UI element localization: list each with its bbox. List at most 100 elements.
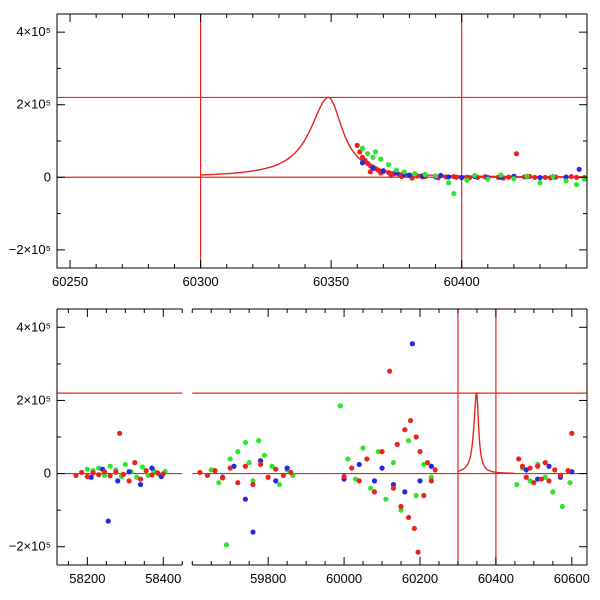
- data-point: [284, 465, 290, 471]
- data-point: [107, 473, 113, 479]
- data-point: [379, 449, 385, 455]
- data-point: [204, 472, 211, 478]
- data-point: [513, 151, 520, 157]
- x-tick-label: 58400: [145, 571, 181, 586]
- data-point: [379, 465, 385, 471]
- data-point: [143, 468, 149, 474]
- data-point: [535, 476, 541, 482]
- data-point: [394, 441, 400, 447]
- y-tick-label: −2×10⁵: [9, 242, 51, 257]
- data-point: [365, 151, 371, 157]
- data-point: [527, 465, 533, 471]
- data-point: [550, 489, 556, 495]
- data-point: [73, 472, 79, 478]
- data-point: [407, 417, 414, 424]
- data-point: [538, 476, 545, 482]
- data-point: [559, 503, 565, 510]
- data-point: [557, 472, 564, 478]
- data-point: [364, 456, 370, 462]
- data-point: [370, 154, 376, 160]
- data-point: [581, 176, 587, 182]
- data-point: [552, 467, 558, 473]
- data-point: [337, 403, 343, 409]
- data-point: [257, 458, 264, 464]
- data-point: [149, 472, 155, 478]
- data-point: [535, 463, 541, 469]
- data-point: [235, 449, 241, 455]
- data-point: [569, 430, 575, 436]
- y-tick-label: 2×10⁵: [16, 392, 51, 407]
- x-tick-label: 60400: [444, 274, 480, 289]
- data-point: [398, 503, 404, 510]
- data-point: [417, 449, 423, 455]
- data-point: [390, 460, 397, 466]
- data-point: [411, 525, 417, 532]
- data-point: [576, 166, 582, 172]
- data-point: [359, 145, 366, 151]
- data-point: [388, 172, 394, 179]
- data-point: [438, 172, 444, 179]
- data-point: [79, 469, 85, 476]
- data-point: [227, 465, 233, 471]
- data-point: [421, 492, 427, 499]
- data-point: [459, 175, 465, 181]
- data-point: [432, 467, 438, 473]
- data-point: [428, 474, 434, 480]
- data-point: [422, 171, 428, 177]
- data-point: [464, 177, 470, 183]
- data-point: [107, 463, 113, 469]
- data-point: [406, 172, 413, 178]
- data-point: [406, 514, 412, 521]
- y-tick-label: 0: [44, 169, 51, 184]
- data-point: [385, 161, 392, 168]
- data-point: [550, 173, 556, 180]
- x-tick-label: 58200: [69, 571, 105, 586]
- x-tick-label: 60250: [52, 274, 88, 289]
- y-tick-label: 4×10⁵: [16, 24, 51, 39]
- data-point: [563, 174, 569, 180]
- data-point: [367, 169, 373, 175]
- x-tick-label: 60300: [183, 274, 219, 289]
- data-point: [149, 465, 155, 471]
- data-point: [542, 174, 548, 181]
- x-tick-label: 60000: [326, 571, 362, 586]
- data-point: [117, 430, 123, 436]
- data-point: [280, 472, 286, 478]
- data-point: [524, 173, 530, 179]
- data-point: [511, 176, 517, 182]
- data-point: [269, 463, 275, 469]
- data-point: [246, 460, 252, 466]
- data-point: [516, 456, 522, 462]
- data-point: [412, 171, 418, 177]
- data-point: [273, 466, 279, 472]
- data-point: [84, 473, 90, 480]
- data-point: [390, 485, 397, 491]
- data-point: [212, 468, 218, 474]
- data-point: [371, 489, 378, 495]
- data-point: [368, 485, 374, 491]
- data-point: [115, 478, 121, 484]
- data-point: [356, 461, 362, 468]
- data-point: [532, 174, 538, 180]
- data-point: [220, 475, 226, 481]
- data-point: [573, 174, 580, 180]
- data-point: [537, 180, 543, 186]
- data-point: [542, 460, 548, 466]
- data-point: [265, 474, 271, 480]
- data-point: [356, 478, 362, 484]
- data-point: [531, 480, 537, 486]
- data-point: [273, 478, 279, 484]
- data-point: [370, 165, 376, 171]
- data-point: [387, 368, 393, 374]
- data-point: [428, 463, 434, 469]
- x-tick-label: 60350: [313, 274, 349, 289]
- data-point: [413, 434, 419, 440]
- data-point: [242, 463, 248, 469]
- data-point: [498, 172, 504, 178]
- data-point: [250, 529, 256, 535]
- plot-frame: [56, 13, 588, 269]
- data-point: [428, 478, 434, 484]
- data-point: [402, 489, 408, 495]
- data-point: [154, 470, 161, 476]
